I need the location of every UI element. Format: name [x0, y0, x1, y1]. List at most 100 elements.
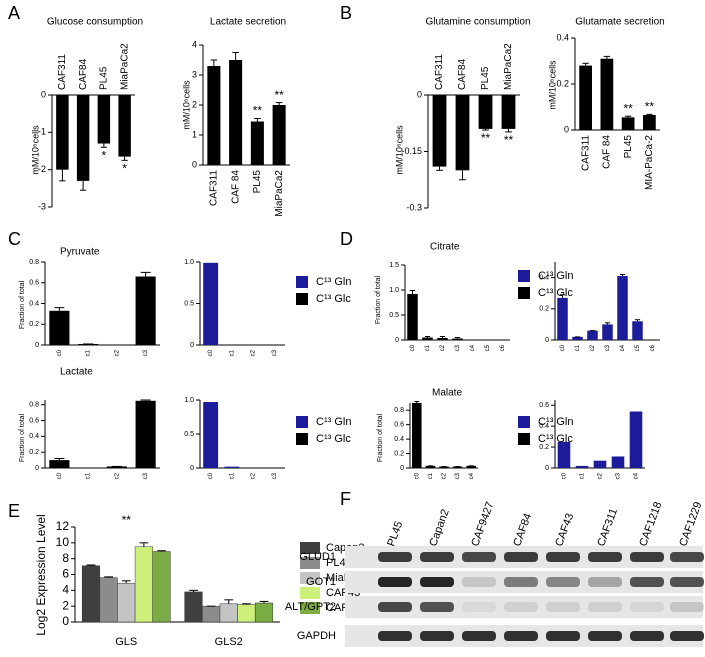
bar: [135, 276, 156, 345]
y-tick-label: 10: [56, 535, 70, 549]
lane-label: CAF43: [553, 512, 576, 548]
significance-mark: *: [102, 148, 107, 162]
x-tick-label: c2: [598, 472, 604, 479]
blot-band: [630, 552, 664, 562]
legend-label: C¹³ Gln: [316, 416, 351, 428]
blot-band: [462, 602, 496, 612]
y-axis-label: mM/10⁶cells: [30, 125, 40, 175]
bar: [557, 297, 568, 340]
x-tick-label: GLS: [115, 636, 137, 648]
bar: [219, 603, 238, 623]
bar: [579, 65, 592, 130]
y-axis-label: mM/10⁶cells: [181, 80, 191, 130]
x-tick-label: PL45: [252, 170, 263, 194]
significance-mark: **: [122, 513, 132, 527]
x-tick-label: c3: [272, 349, 278, 356]
bar: [99, 577, 118, 623]
bar: [611, 456, 625, 468]
y-axis-label: Fraction of total: [19, 413, 26, 462]
panel-letter: D: [340, 229, 353, 249]
y-tick-label: 0.4: [29, 433, 39, 440]
y-tick-label: 0.5: [389, 312, 399, 319]
x-tick-label: c2: [251, 472, 257, 479]
x-tick-label: MiaPaCa2: [503, 43, 514, 90]
x-tick-label: CAF311: [434, 54, 445, 90]
bar: [632, 321, 643, 340]
blot-band: [546, 552, 580, 562]
blot-strip: [345, 596, 703, 618]
y-tick-label: 0.4: [539, 423, 549, 430]
blot-band: [420, 552, 454, 562]
blot-band: [504, 552, 538, 562]
chart-title: Malate: [432, 388, 462, 399]
y-tick-label: 0.4: [29, 300, 39, 307]
blot-band: [420, 602, 454, 612]
y-tick-label: 8: [62, 551, 69, 565]
significance-mark: **: [481, 131, 491, 145]
x-tick-label: c3: [143, 349, 149, 356]
y-tick-label: 0.4: [556, 32, 569, 42]
bar: [224, 466, 240, 468]
bar: [478, 95, 493, 129]
x-tick-label: CAF311: [57, 54, 68, 90]
protein-label: GLUD1: [299, 551, 336, 563]
bar: [203, 262, 219, 345]
x-tick-label: c6: [650, 344, 656, 351]
protein-label: GOT1: [306, 576, 336, 588]
x-tick-label: c1: [425, 344, 431, 351]
x-tick-label: c3: [143, 472, 149, 479]
chart-title: Lactate: [60, 367, 93, 378]
bar: [152, 551, 171, 623]
x-tick-label: c3: [455, 344, 461, 351]
chart-title: Pyruvate: [60, 247, 100, 258]
bar: [572, 336, 583, 340]
bar: [621, 117, 635, 130]
y-tick-label: 2: [62, 598, 69, 612]
x-tick-label: c3: [455, 472, 461, 479]
blot-band: [462, 631, 496, 641]
y-tick-label: 0.6: [539, 402, 549, 409]
y-tick-label: 12: [56, 519, 70, 533]
y-tick-label: 0.2: [29, 449, 39, 456]
y-tick-label: 4: [192, 39, 197, 49]
bar: [432, 95, 447, 167]
lane-label: CAF1218: [637, 500, 664, 548]
bar: [135, 400, 156, 468]
legend-swatch: [296, 416, 308, 428]
legend-swatch: [300, 572, 320, 584]
bar: [81, 565, 101, 623]
blot-band: [546, 631, 580, 641]
x-tick-label: c2: [114, 472, 120, 479]
y-tick-label: 0: [395, 337, 399, 344]
lane-label: CAF1229: [677, 500, 704, 548]
x-tick-label: GLS2: [215, 636, 243, 648]
bar: [56, 95, 69, 170]
bar: [643, 115, 656, 130]
protein-label: GAPDH: [297, 630, 336, 642]
y-tick-label: 0.2: [29, 321, 39, 328]
bar: [207, 66, 221, 165]
y-tick-label: 1.5: [389, 262, 399, 269]
y-tick-label: 0: [545, 465, 549, 472]
legend-label: C¹³ Gln: [538, 416, 573, 428]
x-tick-label: c1: [575, 344, 581, 351]
significance-mark: **: [253, 104, 263, 118]
legend-swatch: [296, 276, 308, 288]
blot-band: [546, 577, 580, 587]
y-tick-label: 0.2: [556, 78, 569, 88]
x-tick-label: c2: [251, 349, 257, 356]
bar: [501, 95, 516, 129]
y-tick-label: 1.0: [184, 259, 194, 266]
blot-band: [378, 577, 412, 587]
bar: [78, 343, 99, 345]
y-tick-label: 0: [62, 614, 69, 628]
x-tick-label: c5: [485, 344, 491, 351]
x-tick-label: PL45: [480, 66, 491, 90]
y-tick-label: 0.2: [539, 444, 549, 451]
y-tick-label: 1.0: [389, 287, 399, 294]
bar: [117, 582, 136, 623]
blot-band: [670, 577, 704, 587]
bar: [557, 441, 571, 468]
y-tick-label: 0.6: [29, 280, 39, 287]
